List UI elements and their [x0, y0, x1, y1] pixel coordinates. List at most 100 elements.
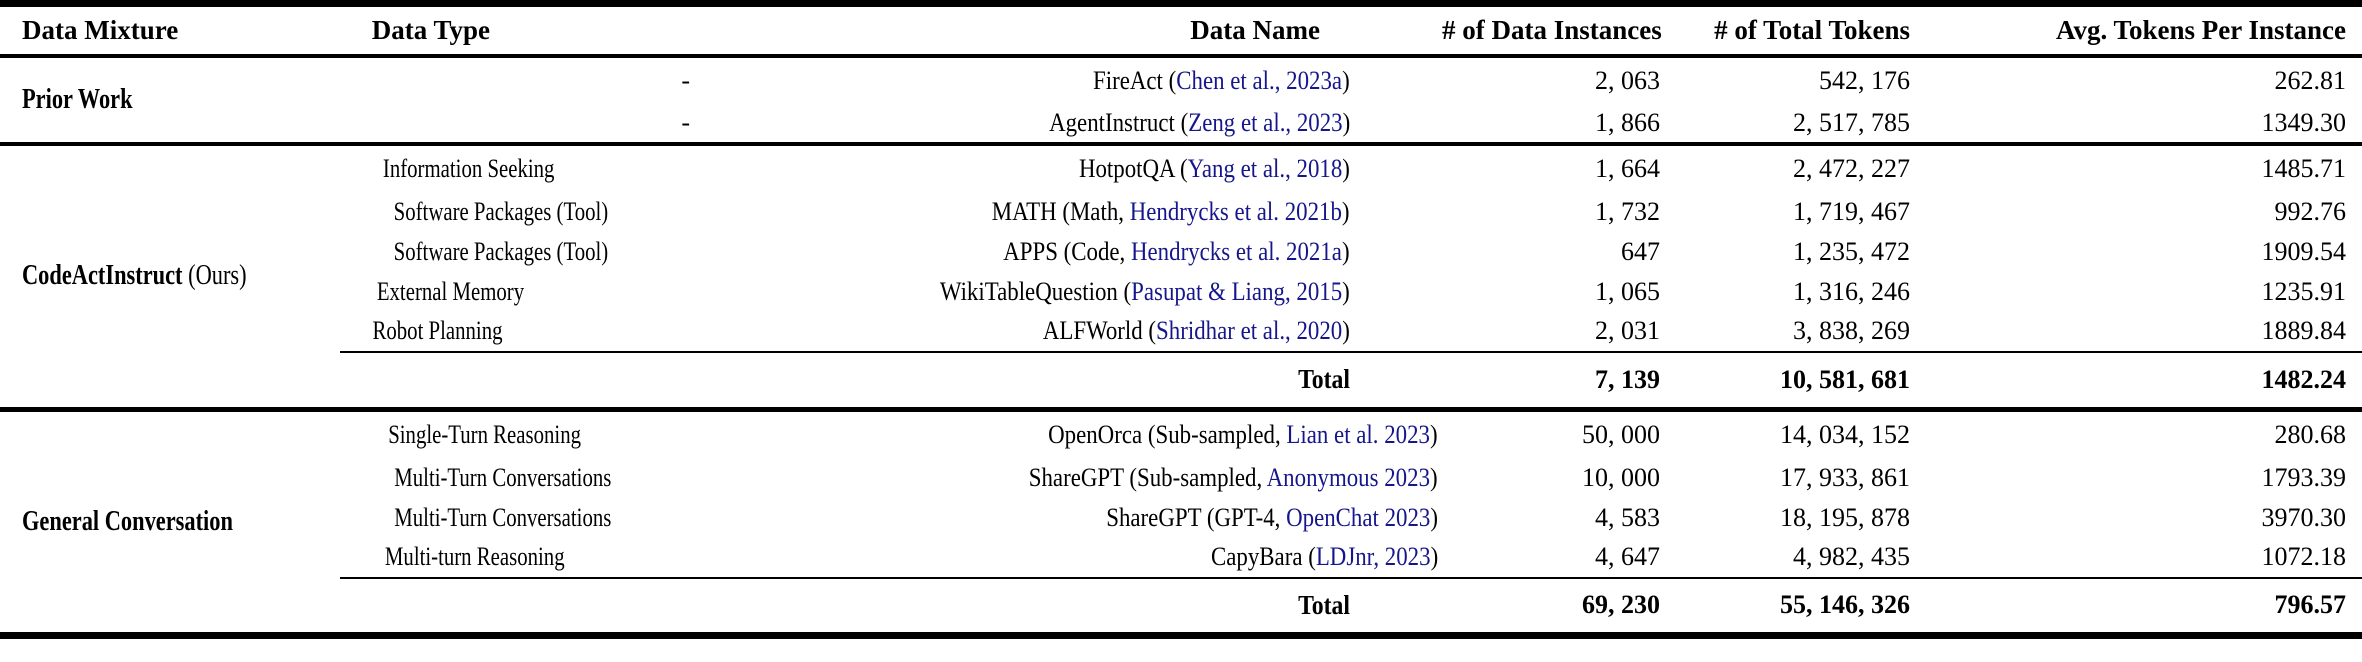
mixture-label-codeactinstruct: CodeActInstruct (Ours) [0, 141, 340, 410]
data-name-cell: MATH (Math, Hendrycks et al. 2021b) [992, 196, 1350, 226]
data-type-cell-empty [340, 576, 492, 636]
total-row-general-conversation: Total 69, 230 55, 146, 326 796.57 [0, 576, 2362, 636]
header-row: Data Mixture Data Type Data Name # of Da… [0, 3, 2362, 58]
total-avg-cell: 796.57 [1914, 576, 2362, 636]
data-type-cell-empty [340, 350, 492, 410]
total-tokens-cell: 10, 581, 681 [1664, 350, 1914, 410]
citation-link[interactable]: Hendrycks et al. 2021a [1131, 236, 1343, 266]
total-row-codeactinstruct: Total 7, 139 10, 581, 681 1482.24 [0, 350, 2362, 410]
avg-tokens-cell: 1349.30 [2261, 107, 2347, 137]
citation-link[interactable]: Shridhar et al., 2020 [1156, 316, 1343, 345]
avg-tokens-cell: 1235.91 [2261, 276, 2347, 306]
instances-cell: 1, 065 [1595, 276, 1660, 306]
table-row-sharegpt-gpt4: Multi-Turn Conversations ShareGPT (GPT-4… [0, 498, 2362, 538]
col-header-num-instances: # of Data Instances [1442, 3, 1664, 58]
col-header-data-mixture: Data Mixture [0, 3, 340, 58]
col-header-data-type: Data Type [340, 3, 492, 58]
citation-link[interactable]: LDJnr, 2023 [1315, 542, 1431, 571]
table-row-capybara: Multi-turn Reasoning CapyBara (LDJnr, 20… [0, 538, 2362, 578]
avg-tokens-cell: 3970.30 [2261, 502, 2347, 532]
data-type-cell: - [340, 104, 690, 144]
avg-tokens-cell: 992.76 [2274, 196, 2347, 226]
tokens-cell: 542, 176 [1819, 65, 1910, 95]
table-row-fireact: Prior Work - FireAct (Chen et al., 2023a… [0, 56, 2362, 115]
instances-cell: 4, 647 [1595, 542, 1660, 571]
data-name-cell: ShareGPT (Sub-sampled, Anonymous 2023) [1029, 462, 1438, 492]
data-name-cell: FireAct (Chen et al., 2023a) [1093, 65, 1350, 95]
citation-link[interactable]: Zeng et al., 2023 [1187, 107, 1343, 137]
instances-cell: 1, 664 [1442, 141, 1664, 192]
data-type-cell: Information Seeking [340, 141, 554, 192]
tokens-cell: 17, 933, 861 [1780, 462, 1910, 492]
tokens-cell: 1, 719, 467 [1793, 196, 1910, 226]
table-row-agentinstruct: - AgentInstruct (Zeng et al., 2023) 1, 8… [0, 104, 2362, 144]
avg-tokens-cell: 1793.39 [2261, 462, 2347, 492]
data-type-cell: Software Packages (Tool) [393, 196, 609, 226]
total-label: Total [492, 576, 1442, 636]
citation-link[interactable]: Hendrycks et al. 2021b [1130, 196, 1343, 226]
data-name-cell: OpenOrca (Sub-sampled, Lian et al. 2023) [492, 407, 1442, 458]
table-row-openorca: General Conversation Single-Turn Reasoni… [0, 407, 2362, 636]
tokens-cell: 3, 838, 269 [1793, 316, 1910, 345]
instances-cell: 50, 000 [1442, 407, 1664, 458]
total-avg-cell: 1482.24 [1914, 350, 2362, 410]
instances-cell: 2, 063 [1595, 65, 1660, 95]
tokens-cell: 14, 034, 152 [1664, 407, 1914, 458]
col-header-avg-tokens: Avg. Tokens Per Instance [1914, 3, 2362, 58]
tokens-cell: 2, 517, 785 [1793, 107, 1910, 137]
mixture-label-prior-work: Prior Work [22, 83, 133, 115]
data-type-cell: External Memory [376, 276, 525, 306]
table-row-hotpotqa: CodeActInstruct (Ours) Information Seeki… [0, 141, 2362, 410]
table-row-sharegpt-subsampled: Multi-Turn Conversations ShareGPT (Sub-s… [0, 458, 2362, 498]
avg-tokens-cell: 1072.18 [2261, 542, 2347, 571]
tokens-cell: 2, 472, 227 [1664, 141, 1914, 192]
citation-link[interactable]: Pasupat & Liang, 2015 [1131, 276, 1343, 306]
data-name-cell: APPS (Code, Hendrycks et al. 2021a) [1003, 236, 1350, 266]
data-type-cell: - [340, 56, 690, 104]
col-header-num-tokens: # of Total Tokens [1664, 3, 1914, 58]
dash-placeholder: - [681, 107, 690, 137]
citation-link[interactable]: Anonymous 2023 [1267, 462, 1431, 492]
data-type-cell: Multi-turn Reasoning [384, 542, 565, 571]
data-type-cell: Software Packages (Tool) [393, 236, 609, 266]
table-row-wikitablequestion: External Memory WikiTableQuestion (Pasup… [0, 272, 2362, 312]
instances-cell: 4, 583 [1595, 502, 1660, 532]
total-instances-cell: 69, 230 [1442, 576, 1664, 636]
total-label: Total [492, 350, 1442, 410]
instances-cell: 10, 000 [1582, 462, 1660, 492]
citation-link[interactable]: Lian et al. 2023 [1286, 419, 1431, 449]
data-type-cell: Single-Turn Reasoning [340, 407, 581, 458]
avg-tokens-cell: 262.81 [2274, 65, 2347, 95]
avg-tokens-cell: 280.68 [1914, 407, 2362, 458]
data-type-cell: Robot Planning [372, 316, 503, 345]
data-type-cell: Multi-Turn Conversations [394, 462, 612, 492]
avg-tokens-cell: 1909.54 [2261, 236, 2347, 266]
citation-link[interactable]: Yang et al., 2018 [1187, 153, 1343, 183]
data-name-cell: CapyBara (LDJnr, 2023) [1210, 542, 1438, 571]
col-header-data-name: Data Name [492, 3, 1442, 58]
instances-cell: 647 [1621, 236, 1660, 266]
tokens-cell: 18, 195, 878 [1780, 502, 1910, 532]
tokens-cell: 1, 316, 246 [1793, 276, 1910, 306]
data-mixture-table: Data Mixture Data Type Data Name # of Da… [0, 0, 2362, 639]
citation-link[interactable]: OpenChat 2023 [1286, 502, 1431, 532]
tokens-cell: 4, 982, 435 [1793, 542, 1910, 571]
data-name-cell: AgentInstruct (Zeng et al., 2023) [1048, 107, 1350, 137]
avg-tokens-cell: 1485.71 [1914, 141, 2362, 192]
table-row-alfworld: Robot Planning ALFWorld (Shridhar et al.… [0, 312, 2362, 352]
table-row-math: Software Packages (Tool) MATH (Math, Hen… [0, 192, 2362, 232]
data-name-cell: ShareGPT (GPT-4, OpenChat 2023) [1106, 502, 1438, 532]
dash-placeholder: - [681, 65, 690, 95]
total-instances-cell: 7, 139 [1442, 350, 1664, 410]
data-name-cell: HotpotQA (Yang et al., 2018) [492, 141, 1442, 192]
data-name-cell: WikiTableQuestion (Pasupat & Liang, 2015… [940, 276, 1350, 306]
mixture-label-general-conversation: General Conversation [0, 407, 340, 636]
avg-tokens-cell: 1889.84 [2261, 316, 2347, 345]
table-row-apps: Software Packages (Tool) APPS (Code, Hen… [0, 232, 2362, 272]
data-name-cell: ALFWorld (Shridhar et al., 2020) [1042, 316, 1350, 345]
instances-cell: 2, 031 [1595, 316, 1660, 345]
total-tokens-cell: 55, 146, 326 [1664, 576, 1914, 636]
citation-link[interactable]: Chen et al., 2023a [1176, 65, 1343, 95]
tokens-cell: 1, 235, 472 [1793, 236, 1910, 266]
